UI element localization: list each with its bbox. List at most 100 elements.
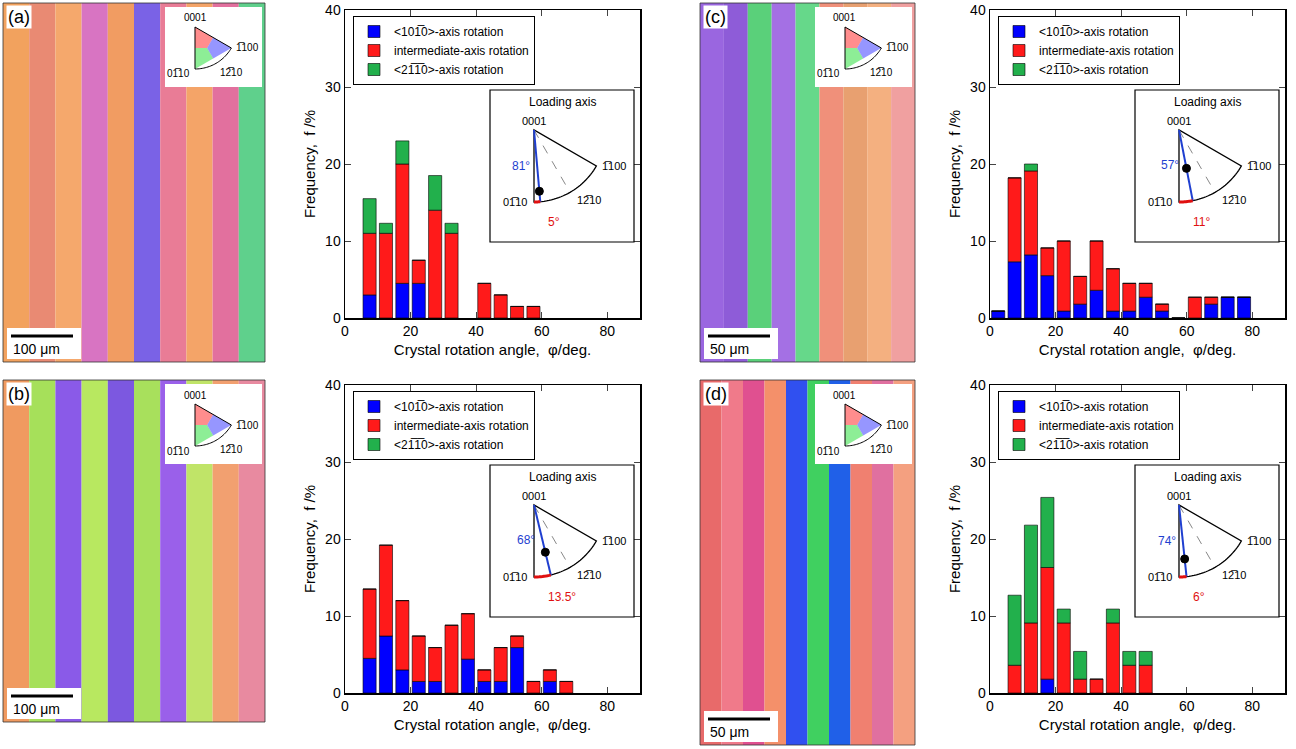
svg-text:100 μm: 100 μm bbox=[13, 701, 60, 717]
svg-text:01̅10: 01̅10 bbox=[1148, 196, 1172, 208]
svg-text:80: 80 bbox=[599, 698, 615, 714]
svg-text:30: 30 bbox=[970, 79, 986, 95]
svg-text:20: 20 bbox=[403, 698, 419, 714]
svg-text:40: 40 bbox=[970, 377, 986, 393]
svg-text:<101̅0>-axis rotation: <101̅0>-axis rotation bbox=[1039, 25, 1148, 39]
svg-text:10: 10 bbox=[325, 608, 341, 624]
svg-text:<21̅1̅0>-axis rotation: <21̅1̅0>-axis rotation bbox=[394, 438, 503, 452]
svg-text:50 μm: 50 μm bbox=[710, 341, 749, 357]
svg-text:10: 10 bbox=[970, 233, 986, 249]
svg-text:0: 0 bbox=[333, 310, 341, 326]
svg-text:(d): (d) bbox=[705, 384, 727, 404]
svg-text:01̅10: 01̅10 bbox=[817, 68, 840, 79]
svg-text:40: 40 bbox=[468, 323, 484, 339]
svg-text:20: 20 bbox=[403, 323, 419, 339]
svg-text:12̅10: 12̅10 bbox=[577, 194, 601, 206]
svg-text:68°: 68° bbox=[517, 533, 535, 547]
svg-text:01̅10: 01̅10 bbox=[503, 196, 527, 208]
svg-text:Loading axis: Loading axis bbox=[529, 95, 596, 109]
svg-text:(b): (b) bbox=[8, 384, 30, 404]
svg-text:0001: 0001 bbox=[1167, 490, 1191, 502]
svg-text:12̅10: 12̅10 bbox=[870, 444, 893, 455]
svg-text:40: 40 bbox=[468, 698, 484, 714]
svg-text:12̅10: 12̅10 bbox=[1222, 194, 1246, 206]
svg-text:11°: 11° bbox=[1193, 215, 1210, 229]
svg-text:12̅10: 12̅10 bbox=[577, 569, 601, 581]
svg-text:<101̅0>-axis rotation: <101̅0>-axis rotation bbox=[394, 400, 503, 414]
svg-text:Crystal rotation angle, φ/deg: Crystal rotation angle, φ/deg. bbox=[1039, 716, 1236, 733]
svg-text:Loading axis: Loading axis bbox=[529, 470, 596, 484]
svg-text:0: 0 bbox=[333, 685, 341, 701]
svg-text:0001: 0001 bbox=[184, 390, 207, 401]
svg-text:<21̅1̅0>-axis rotation: <21̅1̅0>-axis rotation bbox=[394, 63, 503, 77]
svg-text:01̅10: 01̅10 bbox=[503, 571, 527, 583]
svg-text:0: 0 bbox=[341, 323, 349, 339]
svg-text:1̅100: 1̅100 bbox=[602, 535, 626, 547]
svg-text:12̅10: 12̅10 bbox=[1222, 569, 1246, 581]
svg-text:60: 60 bbox=[1179, 698, 1195, 714]
svg-text:80: 80 bbox=[1244, 698, 1260, 714]
svg-text:0001: 0001 bbox=[833, 390, 856, 401]
svg-text:81°: 81° bbox=[512, 159, 530, 173]
svg-text:Frequency, f /%: Frequency, f /% bbox=[946, 485, 963, 593]
svg-text:01̅10: 01̅10 bbox=[167, 68, 190, 79]
svg-text:40: 40 bbox=[1113, 698, 1129, 714]
svg-text:01̅10: 01̅10 bbox=[1148, 571, 1172, 583]
svg-text:0001: 0001 bbox=[184, 12, 207, 23]
svg-text:57°: 57° bbox=[1161, 158, 1179, 172]
svg-text:1̅100: 1̅100 bbox=[1247, 160, 1271, 172]
svg-text:30: 30 bbox=[325, 454, 341, 470]
svg-text:12̅10: 12̅10 bbox=[220, 67, 243, 78]
svg-text:intermediate-axis rotation: intermediate-axis rotation bbox=[394, 419, 529, 433]
svg-text:0001: 0001 bbox=[833, 12, 856, 23]
svg-text:20: 20 bbox=[325, 156, 341, 172]
svg-text:20: 20 bbox=[970, 156, 986, 172]
svg-text:<101̅0>-axis rotation: <101̅0>-axis rotation bbox=[394, 25, 503, 39]
svg-text:10: 10 bbox=[970, 608, 986, 624]
svg-text:5°: 5° bbox=[548, 215, 560, 229]
svg-text:30: 30 bbox=[970, 454, 986, 470]
svg-text:1̅100: 1̅100 bbox=[886, 420, 909, 431]
svg-text:6°: 6° bbox=[1193, 590, 1205, 604]
svg-text:0: 0 bbox=[986, 323, 994, 339]
svg-text:Loading axis: Loading axis bbox=[1174, 95, 1241, 109]
svg-text:74°: 74° bbox=[1158, 534, 1176, 548]
svg-text:60: 60 bbox=[1179, 323, 1195, 339]
svg-text:(c): (c) bbox=[705, 7, 726, 27]
svg-text:intermediate-axis rotation: intermediate-axis rotation bbox=[1039, 44, 1174, 58]
svg-text:30: 30 bbox=[325, 79, 341, 95]
svg-text:12̅10: 12̅10 bbox=[220, 444, 243, 455]
svg-text:(a): (a) bbox=[8, 7, 30, 27]
svg-text:intermediate-axis rotation: intermediate-axis rotation bbox=[1039, 419, 1174, 433]
svg-text:0: 0 bbox=[986, 698, 994, 714]
svg-text:40: 40 bbox=[970, 2, 986, 18]
svg-text:60: 60 bbox=[534, 698, 550, 714]
svg-text:<21̅1̅0>-axis rotation: <21̅1̅0>-axis rotation bbox=[1039, 438, 1148, 452]
svg-text:1̅100: 1̅100 bbox=[886, 42, 909, 53]
svg-text:20: 20 bbox=[1048, 698, 1064, 714]
svg-text:12̅10: 12̅10 bbox=[870, 67, 893, 78]
svg-text:50 μm: 50 μm bbox=[710, 724, 749, 740]
svg-text:40: 40 bbox=[325, 2, 341, 18]
svg-text:Frequency, f /%: Frequency, f /% bbox=[301, 485, 318, 593]
svg-text:0001: 0001 bbox=[522, 115, 546, 127]
svg-text:20: 20 bbox=[325, 531, 341, 547]
svg-text:40: 40 bbox=[325, 377, 341, 393]
svg-text:1̅100: 1̅100 bbox=[236, 420, 259, 431]
svg-text:80: 80 bbox=[1244, 323, 1260, 339]
svg-text:intermediate-axis rotation: intermediate-axis rotation bbox=[394, 44, 529, 58]
svg-text:1̅100: 1̅100 bbox=[1247, 535, 1271, 547]
svg-text:01̅10: 01̅10 bbox=[817, 446, 840, 457]
svg-text:100 μm: 100 μm bbox=[13, 341, 60, 357]
svg-text:13.5°: 13.5° bbox=[548, 590, 576, 604]
svg-text:Crystal rotation angle, φ/deg: Crystal rotation angle, φ/deg. bbox=[394, 341, 591, 358]
svg-text:80: 80 bbox=[599, 323, 615, 339]
svg-text:0: 0 bbox=[341, 698, 349, 714]
svg-text:<21̅1̅0>-axis rotation: <21̅1̅0>-axis rotation bbox=[1039, 63, 1148, 77]
svg-text:0: 0 bbox=[978, 310, 986, 326]
svg-text:Frequency, f /%: Frequency, f /% bbox=[301, 110, 318, 218]
svg-text:10: 10 bbox=[325, 233, 341, 249]
svg-text:40: 40 bbox=[1113, 323, 1129, 339]
svg-text:1̅100: 1̅100 bbox=[236, 42, 259, 53]
svg-text:Crystal rotation angle, φ/deg: Crystal rotation angle, φ/deg. bbox=[1039, 341, 1236, 358]
